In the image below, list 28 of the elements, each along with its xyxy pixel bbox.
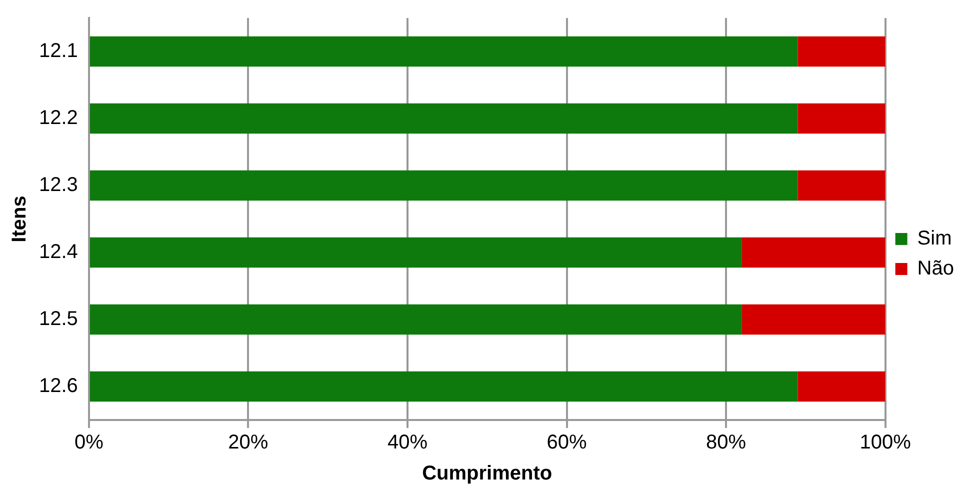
bar xyxy=(798,170,886,201)
legend-label: Não xyxy=(917,258,954,280)
bar xyxy=(90,304,742,335)
y-tick-label: 12.4 xyxy=(38,241,78,264)
y-tick-label: 12.2 xyxy=(38,107,78,130)
bar xyxy=(742,304,886,335)
bar xyxy=(90,371,798,402)
bar xyxy=(798,371,886,402)
x-tick-label: 100% xyxy=(860,432,912,454)
y-tick-label: 12.5 xyxy=(38,308,78,330)
y-tick-label: 12.6 xyxy=(38,375,78,398)
x-axis-title: Cumprimento xyxy=(422,462,552,485)
x-tick-label: 0% xyxy=(74,432,104,454)
bar xyxy=(798,36,886,67)
y-axis-title: Itens xyxy=(8,196,31,242)
x-tick-label: 40% xyxy=(387,432,428,454)
legend-label: Sim xyxy=(917,228,952,250)
x-tick-label: 80% xyxy=(706,432,746,454)
bar xyxy=(90,36,798,67)
bar xyxy=(742,237,886,268)
bar xyxy=(90,237,742,268)
y-tick-label: 12.1 xyxy=(38,40,78,62)
y-tick-label: 12.3 xyxy=(38,174,78,196)
x-tick-label: 20% xyxy=(228,432,268,454)
bar xyxy=(798,103,886,134)
x-tick-label: 60% xyxy=(546,432,587,454)
bar xyxy=(90,103,798,134)
bar xyxy=(90,170,798,201)
